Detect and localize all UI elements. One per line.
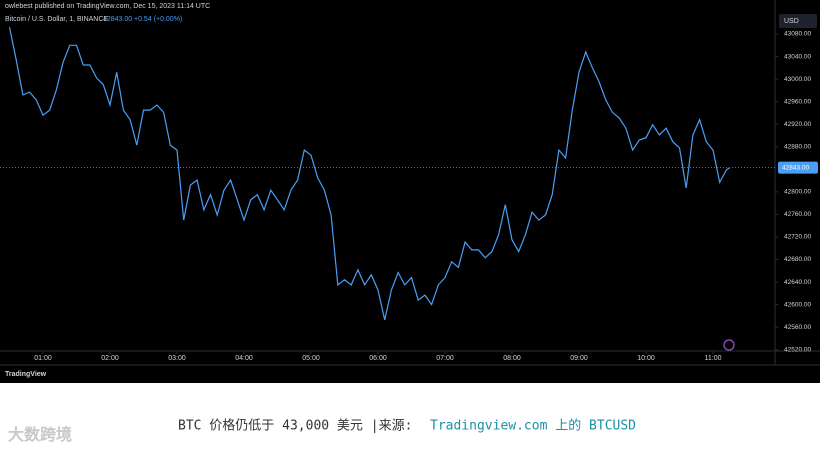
y-tick-label: 42560.00 xyxy=(784,324,811,331)
y-tick-label: 42960.00 xyxy=(784,98,811,105)
x-tick-label: 05:00 xyxy=(302,355,320,362)
y-tick-label: 42920.00 xyxy=(784,121,811,128)
x-tick-label: 04:00 xyxy=(235,355,253,362)
legend-price: 42843.00 xyxy=(103,16,132,23)
x-tick-label: 11:00 xyxy=(705,355,722,362)
footer-logo: TradingView xyxy=(5,371,47,378)
y-tick-label: 42520.00 xyxy=(784,346,811,353)
y-tick-label: 43000.00 xyxy=(784,76,811,83)
currency[interactable]: USD xyxy=(784,18,799,25)
caption-link[interactable]: Tradingview.com 上的 BTCUSD xyxy=(430,418,636,434)
x-tick-label: 07:00 xyxy=(436,355,454,362)
x-tick-label: 10:00 xyxy=(637,355,655,362)
x-tick-label: 03:00 xyxy=(168,355,186,362)
y-tick-label: 42680.00 xyxy=(784,256,811,263)
x-tick-label: 08:00 xyxy=(503,355,521,362)
y-tick-label: 42760.00 xyxy=(784,211,811,218)
y-tick-label: 42800.00 xyxy=(784,189,811,196)
last-price-label: 42843.00 xyxy=(782,164,809,171)
y-tick-label: 42880.00 xyxy=(784,143,811,150)
caption-text: BTC 价格仍低于 43,000 美元 |来源: xyxy=(178,418,412,434)
last-price-tag xyxy=(778,161,818,174)
watermark: 大数跨境 xyxy=(8,425,72,444)
publisher: owlebest published on TradingView.com, D… xyxy=(5,3,210,10)
chart-background xyxy=(0,0,820,383)
x-tick-label: 06:00 xyxy=(369,355,387,362)
y-tick-label: 42720.00 xyxy=(784,234,811,241)
y-tick-label: 42640.00 xyxy=(784,279,811,286)
x-tick-label: 09:00 xyxy=(570,355,588,362)
chart-title: Bitcoin / U.S. Dollar, 1, BINANCE xyxy=(5,16,108,23)
y-tick-label: 43040.00 xyxy=(784,53,811,60)
y-tick-label: 43080.00 xyxy=(784,31,811,38)
x-tick-label: 01:00 xyxy=(34,355,52,362)
legend-change: +0.54 (+0.00%) xyxy=(134,16,182,23)
y-tick-label: 42600.00 xyxy=(784,301,811,308)
x-tick-label: 02:00 xyxy=(101,355,119,362)
price-line xyxy=(8,27,731,321)
icon[interactable] xyxy=(723,339,735,351)
currency-box[interactable] xyxy=(779,14,817,28)
